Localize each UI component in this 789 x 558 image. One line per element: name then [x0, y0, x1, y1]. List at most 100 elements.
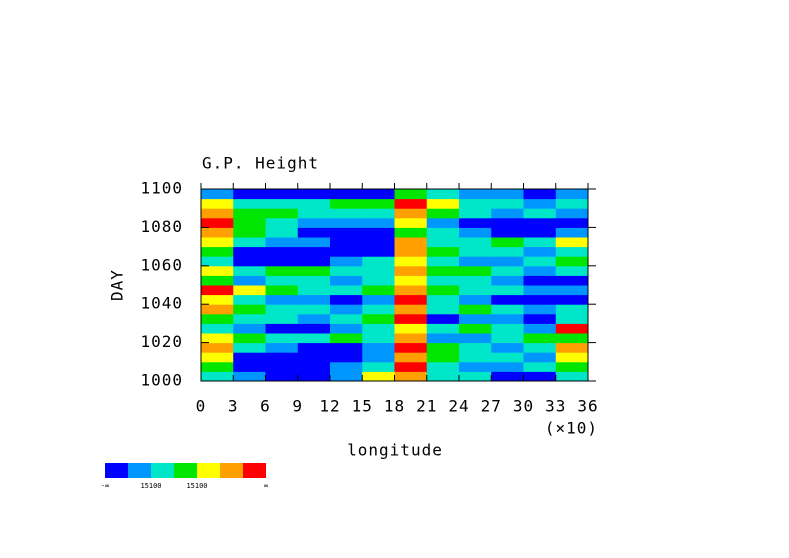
heat-cell: [297, 285, 331, 296]
heat-cell: [362, 313, 395, 324]
heat-cell: [491, 352, 524, 363]
heat-cell: [330, 246, 363, 257]
heat-cell: [201, 361, 234, 372]
heat-cell: [201, 313, 234, 324]
heat-cell: [491, 294, 524, 305]
heat-cell: [523, 217, 557, 228]
heat-cell: [233, 217, 266, 228]
heat-cell: [555, 294, 589, 305]
heat-cell: [233, 285, 266, 296]
heat-cell: [233, 294, 266, 305]
heat-cell: [426, 371, 460, 382]
heat-cell: [394, 265, 428, 276]
heat-cell: [201, 237, 234, 248]
heat-cell: [491, 227, 524, 238]
heat-cell: [491, 217, 524, 228]
heat-cell: [459, 371, 492, 382]
heat-cell: [555, 323, 589, 334]
heat-cell: [555, 227, 589, 238]
heat-cell: [394, 246, 428, 257]
heat-cell: [201, 294, 234, 305]
heat-cell: [201, 217, 234, 228]
heat-cell: [297, 313, 331, 324]
heat-cell: [201, 352, 234, 363]
heat-cell: [362, 285, 395, 296]
heat-cell: [265, 361, 299, 372]
colorbar-label: ∞: [264, 482, 268, 490]
heat-cell: [426, 304, 460, 315]
heat-cell: [491, 342, 524, 353]
heat-cell: [555, 371, 589, 382]
heat-cell: [297, 352, 331, 363]
heat-cell: [491, 275, 524, 286]
heat-cell: [491, 361, 524, 372]
heat-cell: [523, 265, 557, 276]
heat-cell: [265, 285, 299, 296]
heat-cell: [555, 352, 589, 363]
heat-cell: [555, 342, 589, 353]
heat-cell: [297, 333, 331, 344]
heat-cell: [426, 246, 460, 257]
heat-cell: [330, 217, 363, 228]
heat-cell: [233, 246, 266, 257]
heat-cell: [459, 361, 492, 372]
heat-cell: [491, 333, 524, 344]
y-tick-label: 1020: [140, 332, 183, 351]
heat-cell: [491, 371, 524, 382]
heat-cell: [459, 333, 492, 344]
heat-cell: [201, 275, 234, 286]
heat-cell: [426, 352, 460, 363]
heat-cell: [201, 323, 234, 334]
heat-cell: [297, 217, 331, 228]
heat-cell: [233, 237, 266, 248]
heat-cell: [201, 198, 234, 209]
heat-cell: [362, 208, 395, 219]
heat-cell: [265, 313, 299, 324]
heat-cell: [459, 246, 492, 257]
colorbar-label: 15100: [140, 482, 161, 490]
heat-cell: [330, 198, 363, 209]
heat-cell: [555, 275, 589, 286]
x-tick-label: 36: [577, 397, 598, 416]
heat-cell: [362, 333, 395, 344]
heat-cell: [491, 208, 524, 219]
heat-cell: [201, 265, 234, 276]
heat-cell: [330, 256, 363, 267]
heat-cell: [265, 246, 299, 257]
y-tick-label: 1060: [140, 255, 183, 274]
heat-cell: [233, 275, 266, 286]
heat-cell: [523, 333, 557, 344]
heat-cell: [362, 361, 395, 372]
heat-cell: [459, 189, 492, 200]
heat-cell: [426, 361, 460, 372]
heat-cell: [265, 237, 299, 248]
heat-cell: [523, 227, 557, 238]
heat-cell: [523, 352, 557, 363]
heat-cell: [265, 294, 299, 305]
heat-cell: [394, 237, 428, 248]
heat-cell: [394, 189, 428, 200]
heat-cell: [394, 256, 428, 267]
heat-cell: [523, 294, 557, 305]
heat-cell: [265, 304, 299, 315]
heat-cell: [555, 313, 589, 324]
heat-cell: [394, 227, 428, 238]
heat-cell: [491, 237, 524, 248]
heat-cell: [459, 227, 492, 238]
heat-cell: [459, 294, 492, 305]
heat-cell: [491, 189, 524, 200]
heat-cell: [233, 189, 266, 200]
heat-cell: [459, 198, 492, 209]
heat-cell: [201, 304, 234, 315]
heat-cell: [330, 361, 363, 372]
heat-cell: [394, 275, 428, 286]
heat-cell: [426, 256, 460, 267]
x-tick-label: 24: [448, 397, 469, 416]
heat-cell: [459, 217, 492, 228]
heat-cell: [233, 333, 266, 344]
heat-cell: [362, 294, 395, 305]
heat-cell: [233, 361, 266, 372]
x-tick-label: 9: [292, 397, 303, 416]
x-multiplier: (×10): [545, 419, 598, 438]
